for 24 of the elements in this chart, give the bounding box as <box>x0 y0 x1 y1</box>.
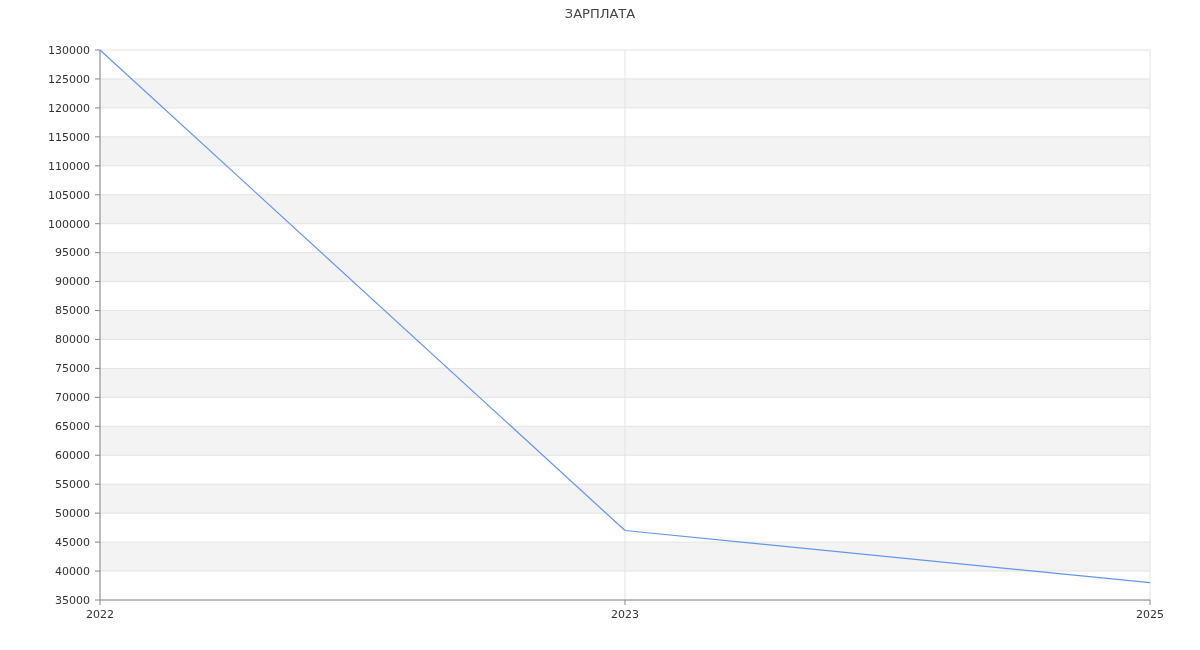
y-tick-label: 115000 <box>48 130 90 144</box>
y-tick-label: 55000 <box>55 478 90 492</box>
y-tick-label: 50000 <box>55 507 90 521</box>
y-tick-label: 35000 <box>55 593 90 607</box>
y-tick-label: 80000 <box>55 333 90 347</box>
y-tick-label: 45000 <box>55 535 90 549</box>
y-tick-label: 75000 <box>55 362 90 376</box>
y-tick-label: 40000 <box>55 564 90 578</box>
y-tick-label: 100000 <box>48 217 90 231</box>
y-tick-label: 130000 <box>48 43 90 57</box>
y-tick-label: 65000 <box>55 420 90 434</box>
x-tick-label: 2025 <box>1136 608 1164 621</box>
y-tick-label: 125000 <box>48 72 90 86</box>
y-tick-label: 85000 <box>55 304 90 318</box>
y-tick-label: 90000 <box>55 275 90 289</box>
y-tick-label: 60000 <box>55 449 90 463</box>
y-tick-label: 70000 <box>55 391 90 405</box>
x-tick-label: 2022 <box>86 608 114 621</box>
y-tick-label: 110000 <box>48 159 90 173</box>
y-tick-label: 120000 <box>48 101 90 115</box>
chart-title: ЗАРПЛАТА <box>564 6 636 21</box>
y-tick-label: 95000 <box>55 246 90 260</box>
x-tick-label: 2023 <box>611 608 639 621</box>
y-tick-label: 105000 <box>48 188 90 202</box>
